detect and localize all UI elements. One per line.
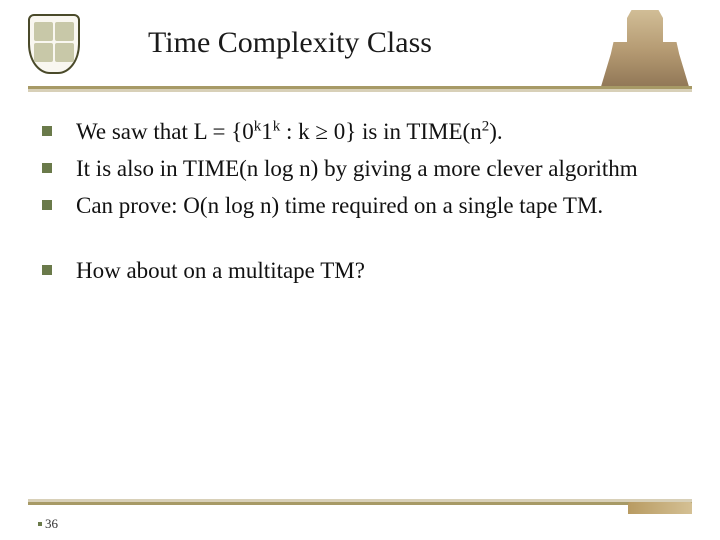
university-logo [28, 14, 80, 74]
text-fragment: 1 [261, 119, 273, 144]
tower-decoration [600, 10, 690, 90]
dot-icon [38, 522, 42, 526]
bullet-square-icon [42, 126, 52, 136]
page-number: 36 [38, 516, 58, 532]
bullet-item: Can prove: O(n log n) time required on a… [42, 190, 680, 221]
footer-decoration [628, 502, 692, 514]
logo-shield [28, 14, 80, 74]
text-fragment: : k ≥ 0} is in TIME(n [280, 119, 482, 144]
footer-divider [28, 502, 692, 505]
slide-title: Time Complexity Class [148, 26, 432, 60]
text-fragment: ). [489, 119, 502, 144]
bullet-item: It is also in TIME(n log n) by giving a … [42, 153, 680, 184]
footer [28, 502, 692, 508]
bullet-text: We saw that L = {0k1k : k ≥ 0} is in TIM… [76, 116, 680, 147]
bullet-text: How about on a multitape TM? [76, 255, 680, 286]
content-area: We saw that L = {0k1k : k ≥ 0} is in TIM… [42, 116, 680, 292]
page-number-value: 36 [45, 516, 58, 531]
bullet-text: It is also in TIME(n log n) by giving a … [76, 153, 680, 184]
bullet-text: Can prove: O(n log n) time required on a… [76, 190, 680, 221]
header-divider [28, 86, 692, 89]
slide: Time Complexity Class We saw that L = {0… [0, 0, 720, 540]
bullet-square-icon [42, 200, 52, 210]
bullet-item: How about on a multitape TM? [42, 255, 680, 286]
bullet-item: We saw that L = {0k1k : k ≥ 0} is in TIM… [42, 116, 680, 147]
text-fragment: We saw that L = {0 [76, 119, 254, 144]
bullet-square-icon [42, 163, 52, 173]
header: Time Complexity Class [0, 0, 720, 90]
bullet-square-icon [42, 265, 52, 275]
